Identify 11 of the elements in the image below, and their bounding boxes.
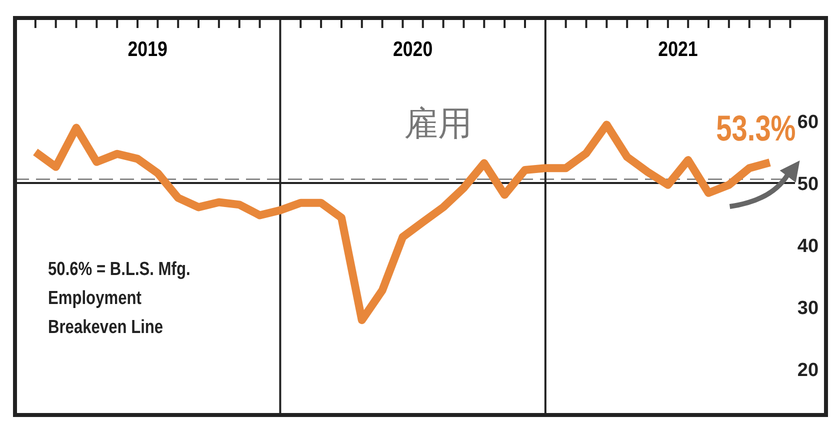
annotation: 53.3%	[716, 108, 796, 148]
annotation: 50.6% = B.L.S. Mfg. Employment Breakeven Line	[48, 258, 190, 338]
x-tick-label: 2020	[392, 38, 433, 62]
x-tick-label: 2021	[658, 38, 698, 62]
y-tick-label: 50	[797, 174, 819, 196]
y-tick-label: 30	[797, 298, 819, 320]
y-tick-label: 60	[797, 112, 819, 133]
x-tick-label: 2019	[128, 38, 168, 62]
text: 雇用	[404, 105, 472, 143]
y-tick-label: 40	[797, 236, 819, 258]
y-tick-label: 20	[797, 360, 819, 382]
